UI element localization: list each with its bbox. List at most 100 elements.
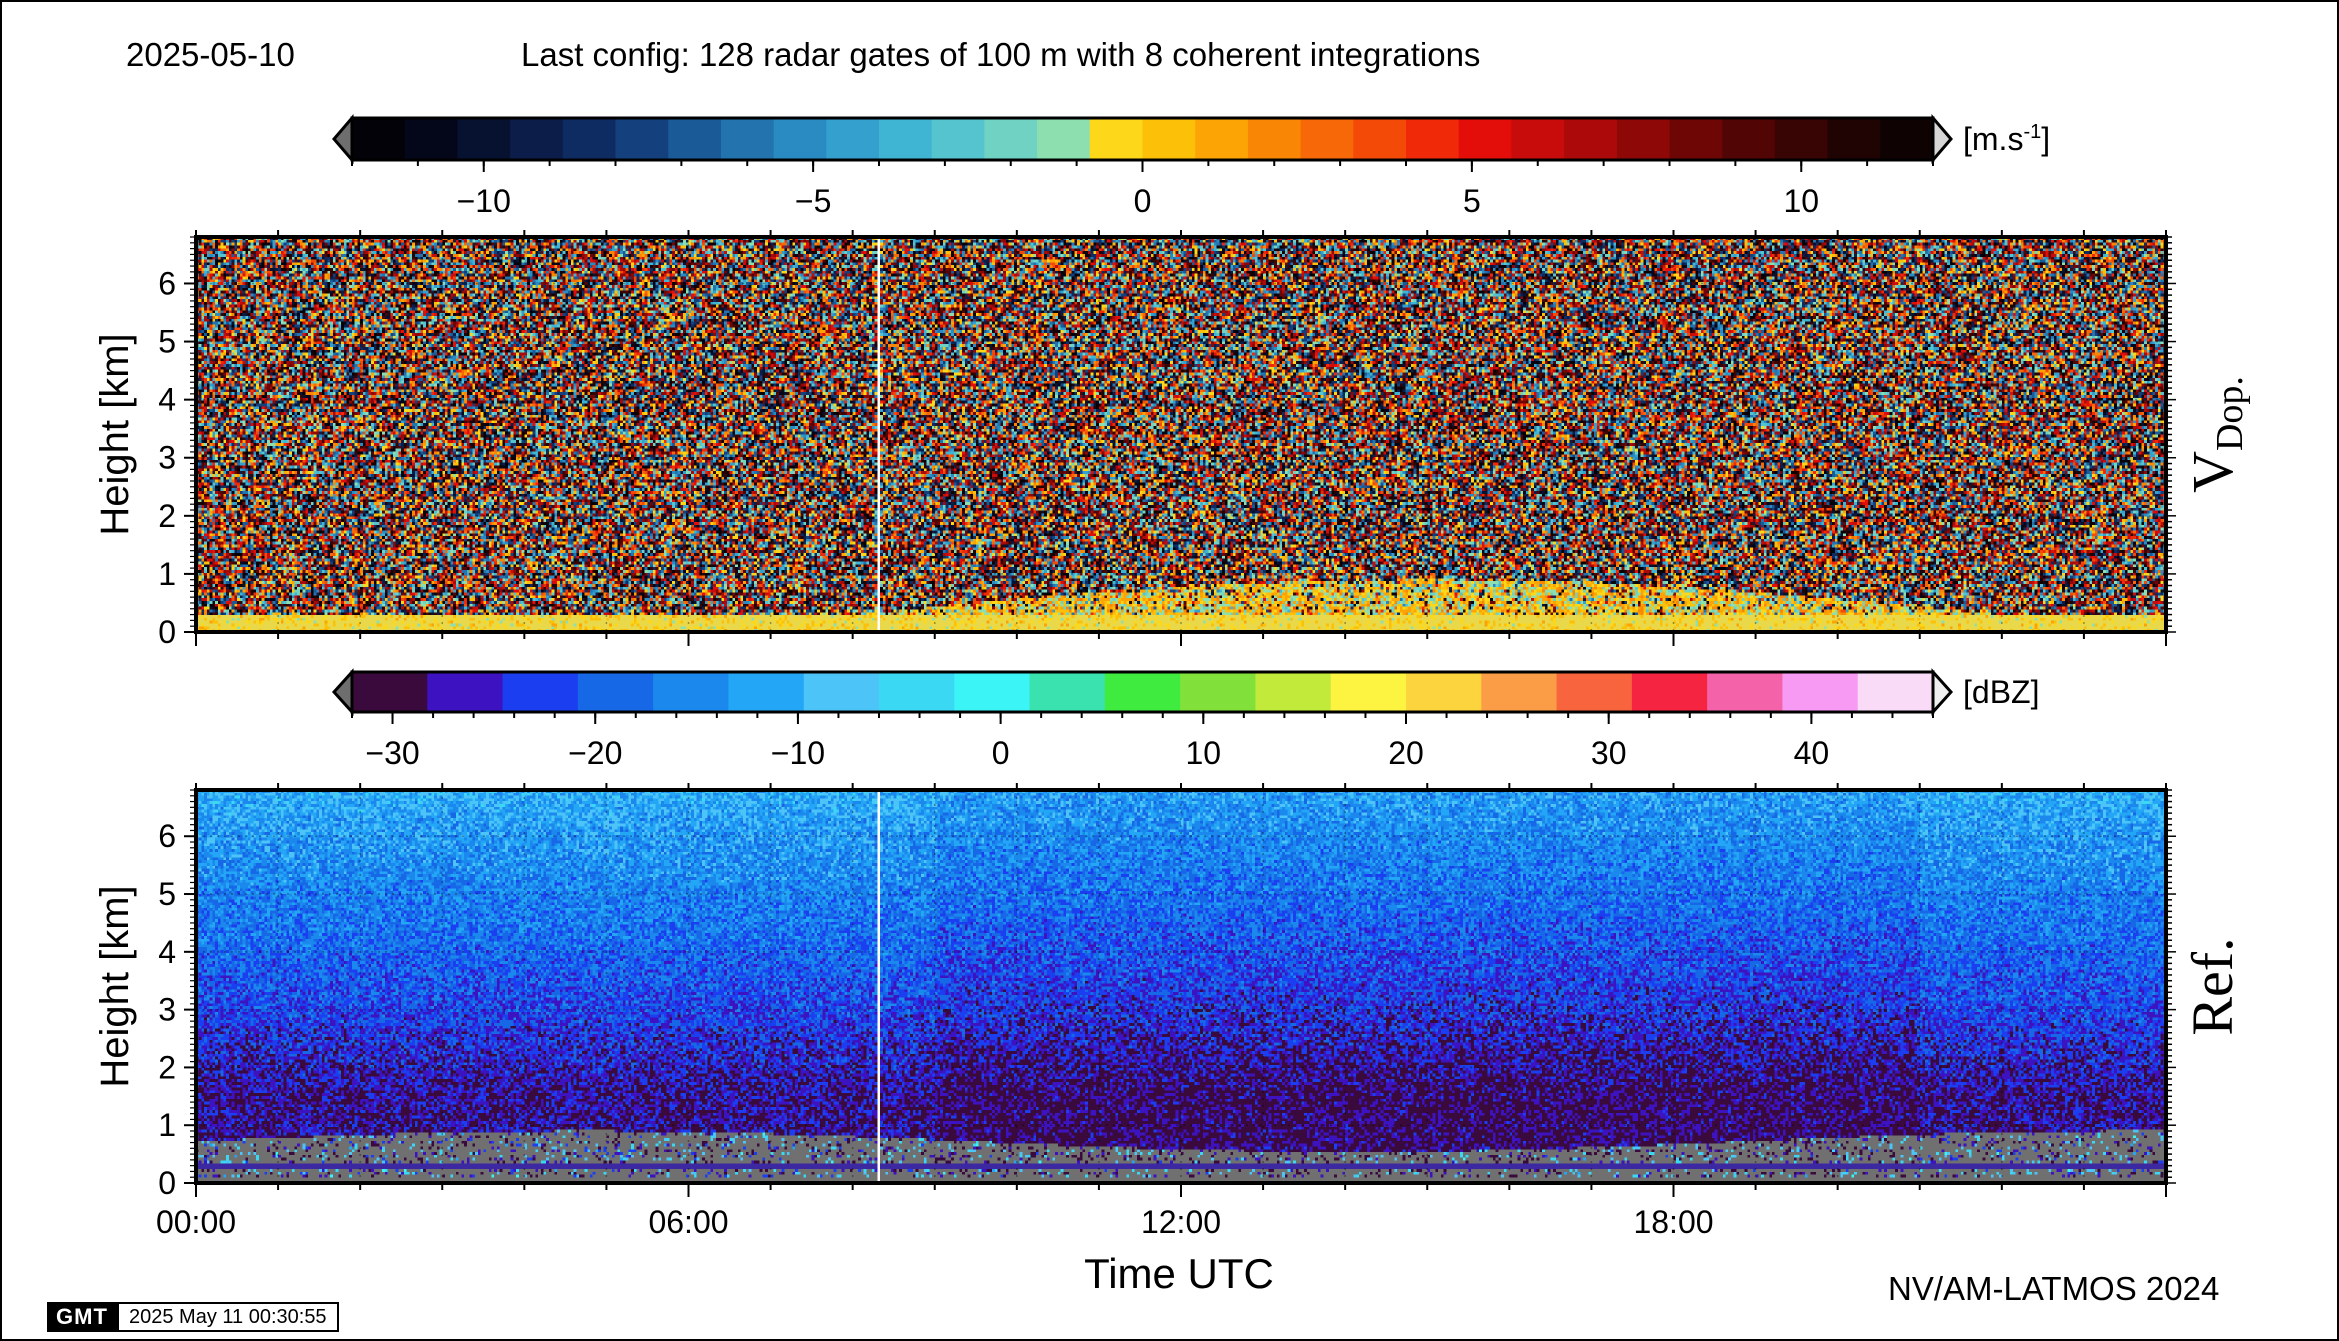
x-tick-label: 00:00 bbox=[156, 1204, 236, 1240]
y-tick-label: 4 bbox=[158, 382, 176, 418]
config-label: Last config: 128 radar gates of 100 m wi… bbox=[521, 36, 1481, 73]
colorbar-swatch bbox=[1037, 118, 1091, 160]
colorbar-swatch bbox=[1707, 672, 1784, 712]
colorbar-swatch bbox=[404, 118, 458, 160]
colorbar-swatch bbox=[1180, 672, 1257, 712]
colorbar-swatch bbox=[1481, 672, 1558, 712]
colorbar-swatch bbox=[728, 672, 805, 712]
y-tick-label: 0 bbox=[158, 1165, 176, 1201]
colorbar-swatch bbox=[803, 672, 880, 712]
gmt-timestamp-text: 2025 May 11 00:30:55 bbox=[117, 1302, 339, 1332]
credit-label: NV/AM-LATMOS 2024 bbox=[1888, 1270, 2220, 1307]
colorbar-swatch bbox=[562, 118, 617, 160]
colorbar-swatch bbox=[1722, 118, 1776, 160]
colorbar-swatch bbox=[1880, 118, 1934, 160]
colorbar-swatch bbox=[1782, 672, 1859, 712]
colorbar-tick-label: 30 bbox=[1591, 735, 1627, 771]
panel-label-doppler: VDop. bbox=[2180, 376, 2251, 493]
x-tick-label: 18:00 bbox=[1633, 1204, 1713, 1240]
colorbar-swatch bbox=[773, 118, 827, 160]
colorbar-swatch bbox=[1247, 118, 1302, 160]
colorbar-swatch bbox=[1774, 118, 1829, 160]
colorbar-swatch bbox=[879, 672, 955, 712]
x-tick-label: 12:00 bbox=[1141, 1204, 1221, 1240]
colorbar-swatch bbox=[668, 118, 722, 160]
y-tick-label: 5 bbox=[158, 324, 176, 360]
colorbar-swatch bbox=[1142, 118, 1196, 160]
colorbar-swatch bbox=[1255, 672, 1332, 712]
colorbar-swatch bbox=[1300, 118, 1354, 160]
reflectivity-heatmap bbox=[196, 790, 2166, 1183]
panel-label-reflectivity: Ref. bbox=[2180, 937, 2245, 1035]
x-axis-label: Time UTC bbox=[1084, 1250, 1274, 1297]
colorbar-swatch bbox=[1330, 672, 1407, 712]
colorbar-tick-label: −30 bbox=[365, 735, 419, 771]
colorbar-tick-label: −20 bbox=[568, 735, 622, 771]
colorbar-swatch bbox=[510, 118, 564, 160]
colorbar-unit-label: [dBZ] bbox=[1963, 674, 2039, 710]
colorbar-over-arrow-icon bbox=[1931, 668, 1954, 716]
colorbar-swatch bbox=[1827, 118, 1881, 160]
colorbar-swatch bbox=[653, 672, 730, 712]
colorbar-reflectivity: −30 −20 −10 0 10 20 30 40 [dBZ] bbox=[331, 668, 2039, 771]
colorbar-swatch bbox=[1857, 672, 1934, 712]
colorbar-tick-label: 20 bbox=[1388, 735, 1424, 771]
colorbar-swatch bbox=[1195, 118, 1249, 160]
y-tick-label: 0 bbox=[158, 614, 176, 650]
colorbar-swatch bbox=[1104, 672, 1181, 712]
colorbar-swatch bbox=[352, 118, 406, 160]
y-tick-label: 2 bbox=[158, 498, 176, 534]
colorbar-swatch bbox=[1564, 118, 1618, 160]
colorbar-tick-label: 0 bbox=[1134, 183, 1152, 219]
colorbar-tick-label: 10 bbox=[1186, 735, 1222, 771]
colorbar-swatch bbox=[577, 672, 654, 712]
colorbar-swatch bbox=[1458, 118, 1512, 160]
colorbar-under-arrow-icon bbox=[332, 113, 354, 165]
colorbar-swatch bbox=[954, 672, 1031, 712]
colorbar-swatch bbox=[1406, 672, 1482, 712]
colorbar-tick-label: 5 bbox=[1463, 183, 1481, 219]
colorbar-swatch bbox=[1511, 118, 1565, 160]
colorbar-swatch bbox=[879, 118, 933, 160]
colorbar-swatch bbox=[1556, 672, 1633, 712]
axes-reflectivity: 0 1 2 3 4 5 6 Height [km] Ref. 00:00 06:00 12:00 18:… bbox=[93, 783, 2245, 1297]
colorbar-swatch bbox=[1089, 118, 1144, 160]
y-tick-label: 6 bbox=[158, 265, 176, 301]
colorbar-unit-label: [m.s-1] bbox=[1963, 121, 2050, 157]
axes-doppler: 0 1 2 3 4 5 6 Height [km] VDop. bbox=[93, 230, 2251, 650]
colorbar-tick-label: 0 bbox=[992, 735, 1010, 771]
gmt-logo-icon: GMT bbox=[47, 1302, 117, 1332]
y-tick-label: 6 bbox=[158, 818, 176, 854]
colorbar-swatch bbox=[826, 118, 880, 160]
colorbar-swatch bbox=[1616, 118, 1671, 160]
y-tick-label: 1 bbox=[158, 1107, 176, 1143]
gmt-timestamp: GMT 2025 May 11 00:30:55 bbox=[47, 1302, 339, 1332]
colorbar-swatch bbox=[1353, 118, 1407, 160]
colorbar-tick-label: −10 bbox=[457, 183, 511, 219]
doppler-heatmap bbox=[196, 237, 2166, 632]
y-tick-label: 3 bbox=[158, 440, 176, 476]
colorbar-over-arrow-icon bbox=[1931, 113, 1953, 165]
colorbar-swatch bbox=[984, 118, 1038, 160]
colorbar-swatch bbox=[720, 118, 775, 160]
colorbar-tick-label: −10 bbox=[771, 735, 825, 771]
colorbar-swatch bbox=[502, 672, 579, 712]
date-label: 2025-05-10 bbox=[126, 36, 295, 73]
y-axis-label: Height [km] bbox=[93, 885, 137, 1087]
y-tick-label: 3 bbox=[158, 992, 176, 1028]
colorbar-tick-label: 40 bbox=[1794, 735, 1830, 771]
colorbar-frame bbox=[350, 670, 1935, 714]
x-tick-label: 06:00 bbox=[648, 1204, 728, 1240]
colorbar-swatch bbox=[457, 118, 511, 160]
colorbar-swatch bbox=[615, 118, 669, 160]
colorbar-tick-label: 10 bbox=[1783, 183, 1819, 219]
colorbar-tick-label: −5 bbox=[795, 183, 831, 219]
colorbar-doppler: −10 −5 0 5 10 [m.s-1] bbox=[332, 113, 2050, 219]
y-tick-label: 2 bbox=[158, 1049, 176, 1085]
colorbar-under-arrow-icon bbox=[331, 668, 354, 716]
y-axis-label: Height [km] bbox=[93, 333, 137, 535]
colorbar-swatch bbox=[427, 672, 504, 712]
colorbar-swatch bbox=[1029, 672, 1106, 712]
